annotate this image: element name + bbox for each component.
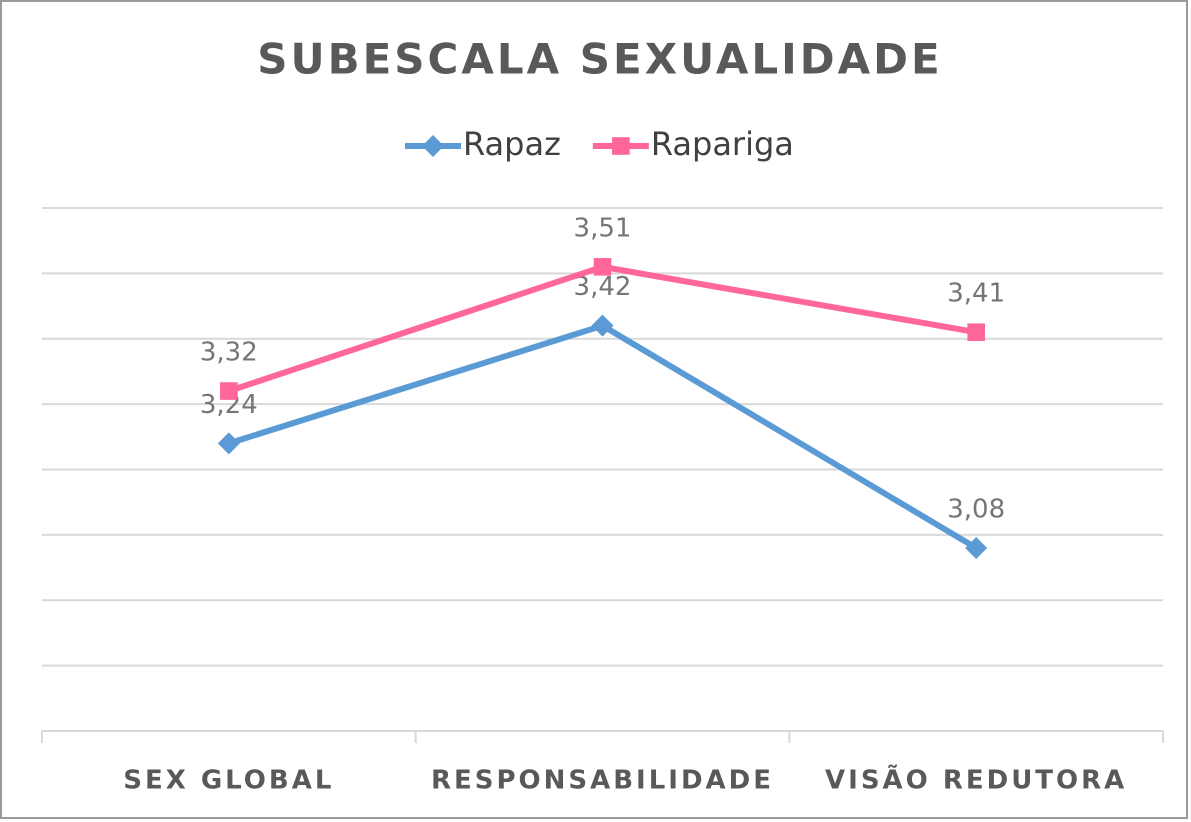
marker: [217, 432, 240, 455]
x-tick-label: VISÃO REDUTORA: [825, 764, 1127, 796]
data-label: 3,51: [574, 213, 632, 243]
x-tick-label: RESPONSABILIDADE: [431, 766, 774, 796]
marker: [965, 536, 988, 559]
data-label: 3,41: [947, 279, 1005, 309]
marker: [612, 137, 630, 155]
chart-title: SUBESCALA SEXUALIDADE: [257, 35, 942, 84]
marker: [593, 258, 612, 276]
marker: [220, 382, 238, 400]
data-label: 3,42: [574, 272, 632, 302]
data-label: 3,32: [200, 338, 258, 368]
x-tick-label: SEX GLOBAL: [123, 766, 334, 796]
data-label: 3,08: [947, 494, 1005, 524]
marker: [422, 135, 444, 157]
legend-label: Rapariga: [651, 125, 794, 163]
legend-label: Rapaz: [463, 125, 561, 163]
marker: [591, 314, 614, 337]
marker: [967, 323, 985, 342]
